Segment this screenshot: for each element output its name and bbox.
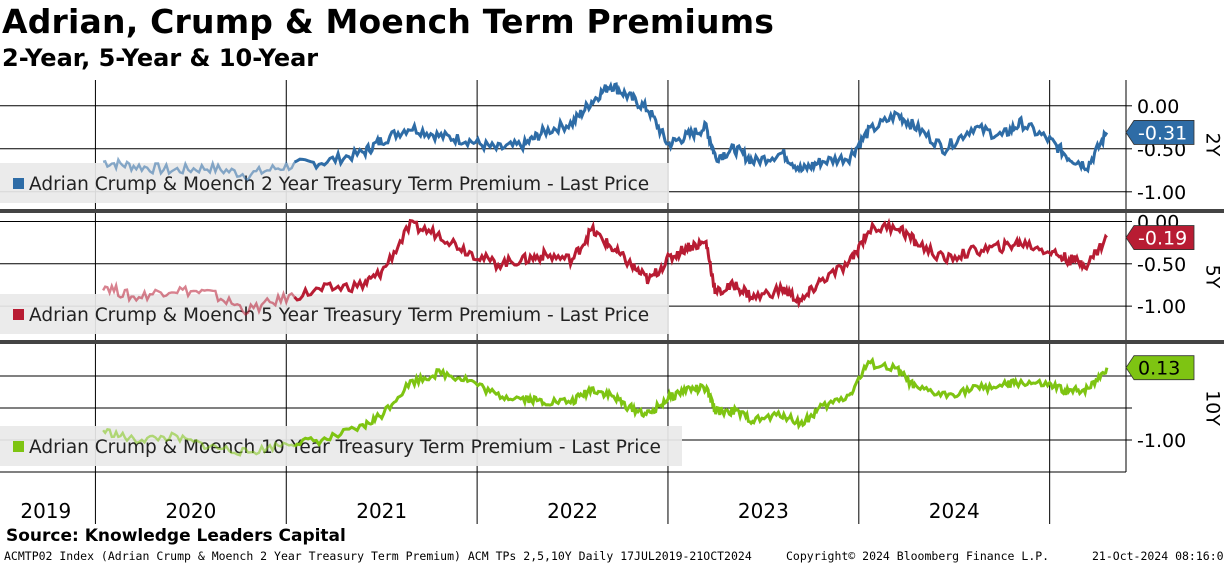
last-value-tag-shape [1125, 225, 1195, 250]
last-value-tag-text: -0.31 [1138, 122, 1187, 144]
legend-swatch [13, 178, 24, 189]
panel-label-5y: 5Y [1202, 265, 1224, 289]
y-tick-label: -1.00 [1137, 182, 1186, 204]
chart-title: Adrian, Crump & Moench Term Premiums [2, 2, 775, 41]
last-value-tag-shape [1125, 120, 1195, 145]
x-year-label: 2020 [165, 499, 216, 523]
x-year-label: 2021 [356, 499, 407, 523]
series-line-faded-2y [102, 156, 296, 182]
x-year-label: 2024 [929, 499, 980, 523]
footer-copyright: Copyright© 2024 Bloomberg Finance L.P. [786, 549, 1050, 563]
footer-index-description: ACMTP02 Index (Adrian Crump & Moench 2 Y… [4, 549, 752, 563]
series-line-faded-10y [102, 427, 296, 457]
panel-separator [0, 340, 1224, 344]
footer-timestamp: 21-Oct-2024 08:16:08 [1092, 549, 1224, 563]
legend-swatch [13, 309, 24, 320]
y-tick-label: -1.00 [1137, 296, 1186, 318]
last-value-tag-10y: 0.13 [1125, 355, 1195, 381]
series-line-10y [293, 356, 1109, 448]
series-line-5y [293, 217, 1108, 309]
chart-subtitle: 2-Year, 5-Year & 10-Year [2, 44, 319, 72]
y-tick-label: -0.50 [1137, 254, 1186, 276]
x-year-label: 2023 [738, 499, 789, 523]
legend-label: Adrian Crump & Moench 2 Year Treasury Te… [29, 174, 649, 195]
panel-label-2y: 2Y [1202, 133, 1224, 157]
series-line-2y [293, 81, 1109, 174]
y-tick-label: -1.00 [1137, 430, 1186, 452]
x-year-label: 2022 [547, 499, 598, 523]
x-year-label: 2019 [20, 499, 71, 523]
last-value-tag-shape [1125, 355, 1195, 381]
legend-swatch [13, 441, 24, 452]
y-tick-label: 0.00 [1137, 96, 1179, 118]
legend-label: Adrian Crump & Moench 5 Year Treasury Te… [29, 305, 649, 326]
legend-box [0, 163, 669, 203]
panel-separator [0, 209, 1224, 213]
series-line-faded-5y [102, 280, 296, 316]
last-value-tag-text: -0.19 [1138, 228, 1187, 250]
last-value-tag-2y: -0.31 [1125, 120, 1195, 145]
source-note: Source: Knowledge Leaders Capital [6, 526, 346, 546]
legend-box [0, 294, 669, 334]
last-value-tag-5y: -0.19 [1125, 225, 1195, 250]
panel-label-10y: 10Y [1202, 390, 1224, 426]
last-value-tag-text: 0.13 [1138, 358, 1180, 380]
legend-label: Adrian Crump & Moench 10 Year Treasury T… [29, 437, 661, 458]
